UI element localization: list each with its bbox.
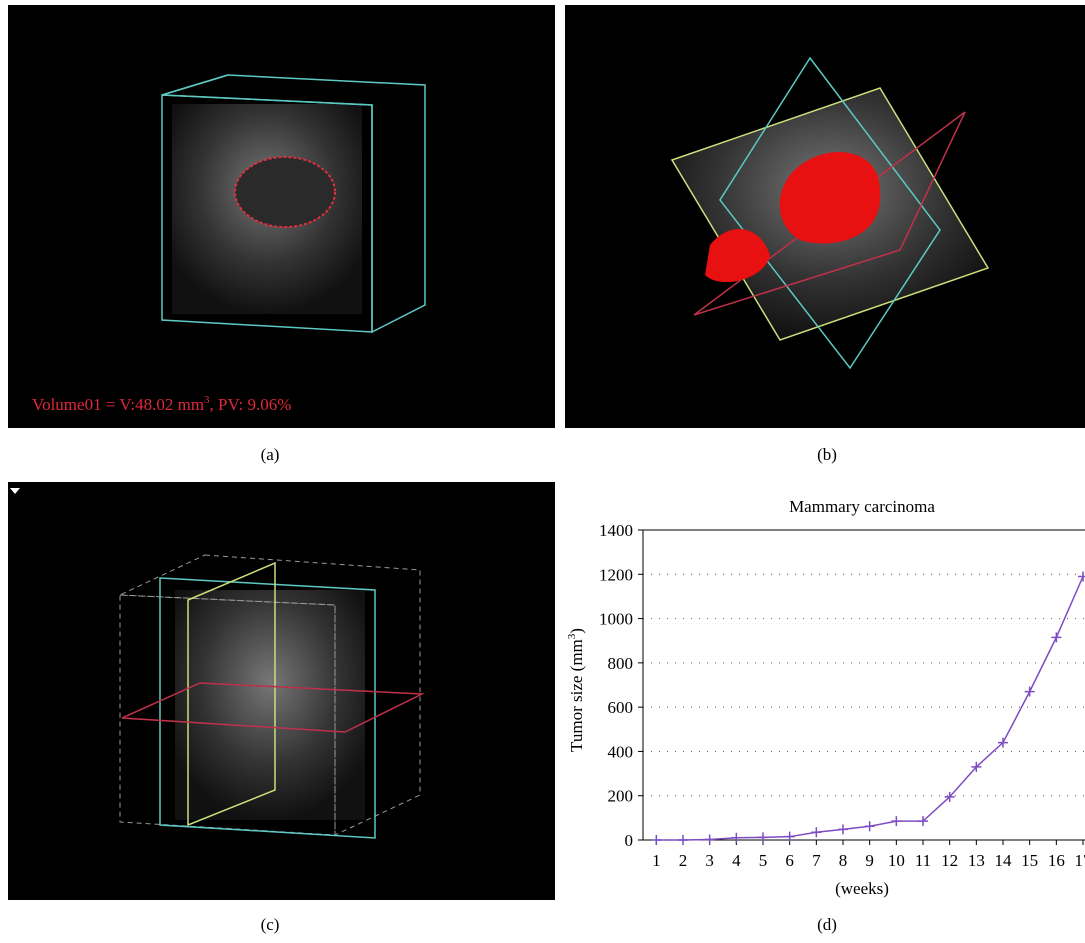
x-tick-label: 12 (941, 851, 958, 870)
data-point (838, 824, 848, 834)
x-tick-label: 6 (785, 851, 794, 870)
data-point (891, 816, 901, 826)
data-point (865, 821, 875, 831)
x-tick-label: 14 (995, 851, 1013, 870)
data-point (705, 835, 715, 845)
x-tick-label: 11 (915, 851, 931, 870)
chart: Mammary carcinoma Tumor size (mm3) (week… (566, 497, 1085, 898)
data-line (656, 577, 1083, 841)
y-tick-label: 0 (625, 831, 634, 850)
data-point (651, 835, 661, 845)
tumor-outline (235, 157, 335, 227)
data-point (678, 835, 688, 845)
annotation-text: Volume01 = V:48.02 mm (32, 395, 204, 414)
x-tick-label: 1 (652, 851, 661, 870)
panel-label: (a) (261, 445, 280, 464)
panel-label: (c) (261, 915, 280, 934)
x-tick-label: 5 (759, 851, 768, 870)
figure: Volume01 = V:48.02 mm3, PV: 9.06% (a) (b… (0, 0, 1085, 938)
x-tick-label: 17 (1075, 851, 1085, 870)
x-tick-label: 15 (1021, 851, 1038, 870)
ultrasound-slice (175, 590, 365, 820)
page: {"panels":{"a":{"label":"(a)","annotatio… (0, 0, 1085, 938)
y-tick-label: 1400 (599, 521, 633, 540)
data-point (1025, 687, 1035, 697)
x-tick-label: 13 (968, 851, 985, 870)
x-tick-label: 16 (1048, 851, 1065, 870)
panel-label: (b) (817, 445, 837, 464)
y-tick-label: 600 (608, 698, 634, 717)
x-tick-label: 2 (679, 851, 688, 870)
y-label-text: Tumor size (mm (567, 639, 586, 752)
x-tick-label: 4 (732, 851, 741, 870)
x-tick-label: 7 (812, 851, 821, 870)
y-tick-label: 400 (608, 742, 634, 761)
y-tick-label: 200 (608, 787, 634, 806)
y-tick-label: 800 (608, 654, 634, 673)
volume-annotation: Volume01 = V:48.02 mm3, PV: 9.06% (32, 394, 291, 414)
data-point (811, 827, 821, 837)
x-axis-label: (weeks) (835, 879, 889, 898)
x-tick-label: 3 (705, 851, 714, 870)
y-tick-label: 1200 (599, 565, 633, 584)
y-tick-label: 1000 (599, 610, 633, 629)
chart-title: Mammary carcinoma (789, 497, 935, 516)
x-tick-label: 9 (865, 851, 874, 870)
x-tick-label: 10 (888, 851, 905, 870)
data-point (758, 832, 768, 842)
y-axis-label: Tumor size (mm3) (566, 628, 586, 752)
annotation-rest: , PV: 9.06% (210, 395, 292, 414)
plot-frame (643, 530, 1085, 840)
data-point (1051, 632, 1061, 642)
x-tick-label: 8 (839, 851, 848, 870)
panel-label: (d) (817, 915, 837, 934)
y-label-end: ) (567, 628, 586, 634)
data-point (731, 833, 741, 843)
